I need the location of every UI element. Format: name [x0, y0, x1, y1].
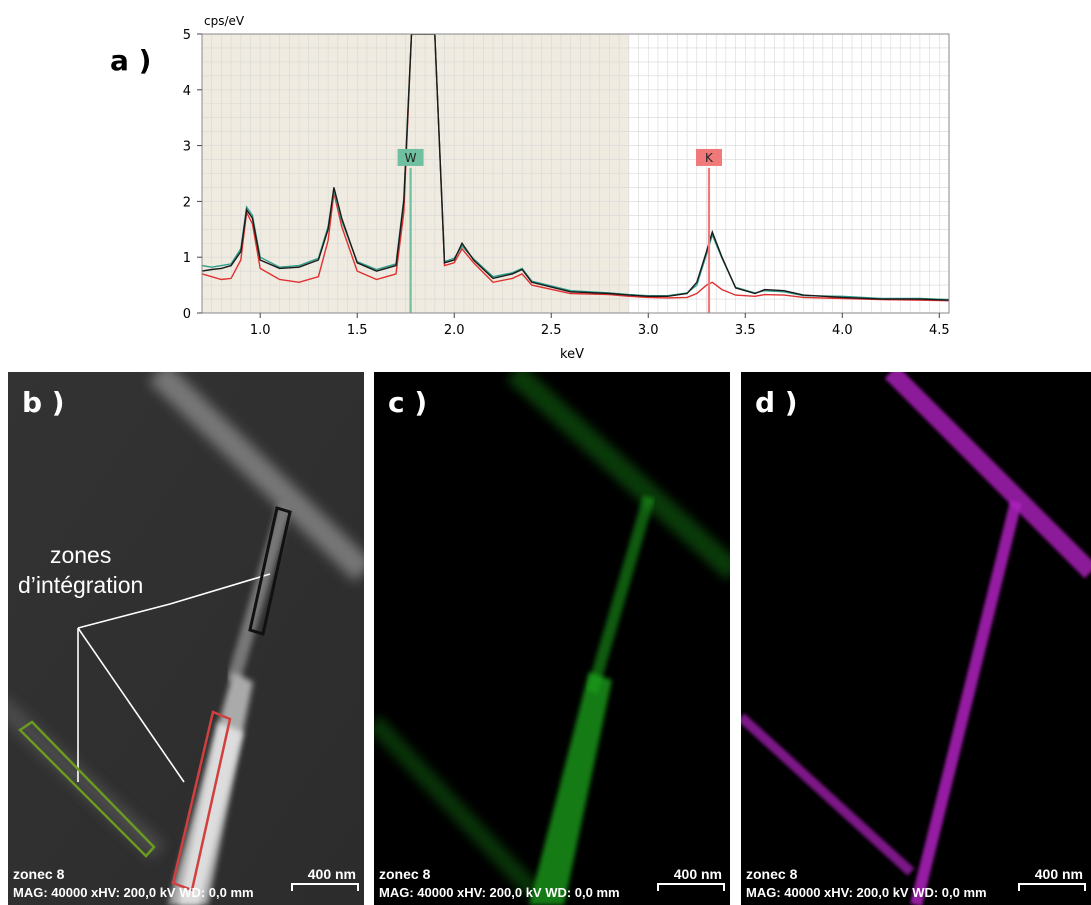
- x-tick-label: 1.5: [347, 323, 368, 338]
- marker-label: K: [705, 151, 714, 165]
- chart-axes: 1.0 1.5 2.0 2.5 3.0 3.5 4.0 4.5 0 1 2 3 4 5: [183, 28, 950, 338]
- x-tick-label: 2.5: [541, 323, 562, 338]
- panel-d-label: d ): [755, 386, 798, 419]
- eds-map-tungsten-panel: c ) zonec 8 MAG: 40000 xHV: 200,0 kV WD:…: [374, 372, 730, 905]
- scale-label: 400 nm: [307, 866, 356, 882]
- panel-a-label: a ): [110, 44, 152, 77]
- series-line-black: [202, 34, 949, 301]
- panel-c-label: c ): [388, 386, 428, 419]
- y-axis-label: cps/eV: [204, 14, 245, 28]
- fiber-thin: [586, 495, 655, 694]
- scale-bar: [1018, 883, 1086, 891]
- series-group: [202, 34, 949, 302]
- sem-image: [8, 372, 364, 905]
- sem-image-panel: b ) zonec 8 MAG: 40000 xHV: 200,0 kV WD:…: [8, 372, 364, 905]
- x-tick-label: 1.0: [250, 323, 271, 338]
- y-tick-label: 1: [183, 251, 191, 266]
- y-tick-label: 2: [183, 195, 191, 210]
- scale-label: 400 nm: [1034, 866, 1083, 882]
- x-axis-label: keV: [560, 347, 584, 360]
- integration-zone-red: [171, 710, 232, 892]
- fiber-signal: [374, 372, 730, 905]
- fiber-core: [178, 722, 243, 905]
- integration-zones-text: zones d’intégration: [18, 542, 144, 598]
- acquisition-meta: MAG: 40000 xHV: 200,0 kV WD: 0,0 mm: [13, 885, 254, 900]
- x-tick-label: 4.5: [929, 323, 950, 338]
- acquisition-meta: MAG: 40000 xHV: 200,0 kV WD: 0,0 mm: [379, 885, 620, 900]
- y-tick-label: 4: [183, 84, 191, 99]
- annotation-lines: [77, 573, 271, 783]
- eds-map-potassium-panel: d ) zonec 8 MAG: 40000 xHV: 200,0 kV WD:…: [741, 372, 1091, 905]
- fiber-upper: [148, 372, 364, 582]
- chart-grid: [202, 34, 950, 313]
- y-tick-label: 3: [183, 140, 191, 155]
- fiber-upper: [884, 372, 1091, 579]
- y-tick-label: 5: [183, 28, 191, 43]
- x-tick-label: 3.0: [638, 323, 659, 338]
- marker-box: [695, 148, 722, 166]
- scale-bar: [657, 883, 725, 891]
- marker-label: W: [405, 151, 417, 165]
- x-tick-label: 2.0: [444, 323, 465, 338]
- y-tick-label: 0: [183, 307, 191, 322]
- plot-frame: [201, 33, 950, 314]
- fiber-thick: [529, 672, 612, 905]
- sem-background: [8, 372, 364, 905]
- marker-box: [397, 148, 424, 166]
- integration-zone-green: [18, 720, 156, 858]
- scale-bar: [291, 883, 359, 891]
- series-line-red: [202, 34, 949, 302]
- fiber-left: [374, 715, 541, 899]
- panel-b-label: b ): [22, 386, 65, 419]
- eds-map-potassium: [741, 372, 1091, 905]
- integration-zone-black: [248, 506, 292, 636]
- acquisition-meta: MAG: 40000 xHV: 200,0 kV WD: 0,0 mm: [746, 885, 987, 900]
- sample-name: zonec 8: [13, 866, 65, 882]
- x-tick-label: 3.5: [735, 323, 756, 338]
- integration-zones-label: zones d’intégration: [18, 540, 143, 600]
- sample-name: zonec 8: [746, 866, 798, 882]
- sample-name: zonec 8: [379, 866, 431, 882]
- fiber-upper: [506, 372, 730, 581]
- fiber-signal: [741, 372, 1091, 905]
- fiber-left: [741, 713, 915, 876]
- eds-map-tungsten: [374, 372, 730, 905]
- fiber-thin: [910, 500, 1022, 905]
- x-tick-label: 4.0: [832, 323, 853, 338]
- scale-label: 400 nm: [673, 866, 722, 882]
